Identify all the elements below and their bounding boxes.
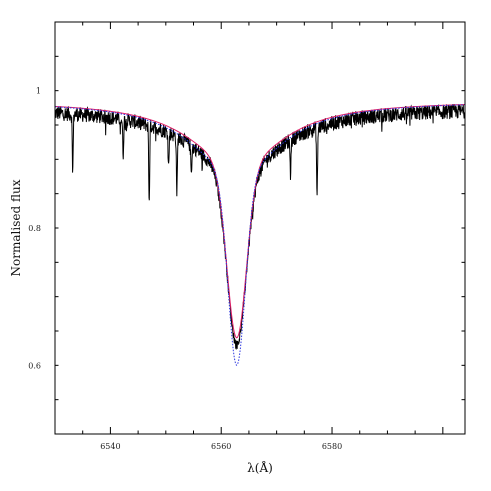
x-tick-label: 6580 xyxy=(322,442,342,451)
plot-frame xyxy=(54,21,466,435)
series-line-observed xyxy=(55,103,465,351)
y-tick-label: 1 xyxy=(36,87,41,96)
y-axis-label: Normalised flux xyxy=(9,179,23,276)
y-tick-label: 0.6 xyxy=(28,361,41,370)
x-axis-label: λ(Å) xyxy=(247,460,273,475)
x-tick-label: 6560 xyxy=(211,442,231,451)
series-line-model xyxy=(55,104,465,339)
y-tick-label: 0.8 xyxy=(28,224,41,233)
plot-area: 6540 6560 6580 0.6 0.8 1 λ(Å) Normalised flux xyxy=(9,21,466,475)
x-tick-label: 6540 xyxy=(100,442,120,451)
series-line-model-dotted xyxy=(55,104,465,366)
